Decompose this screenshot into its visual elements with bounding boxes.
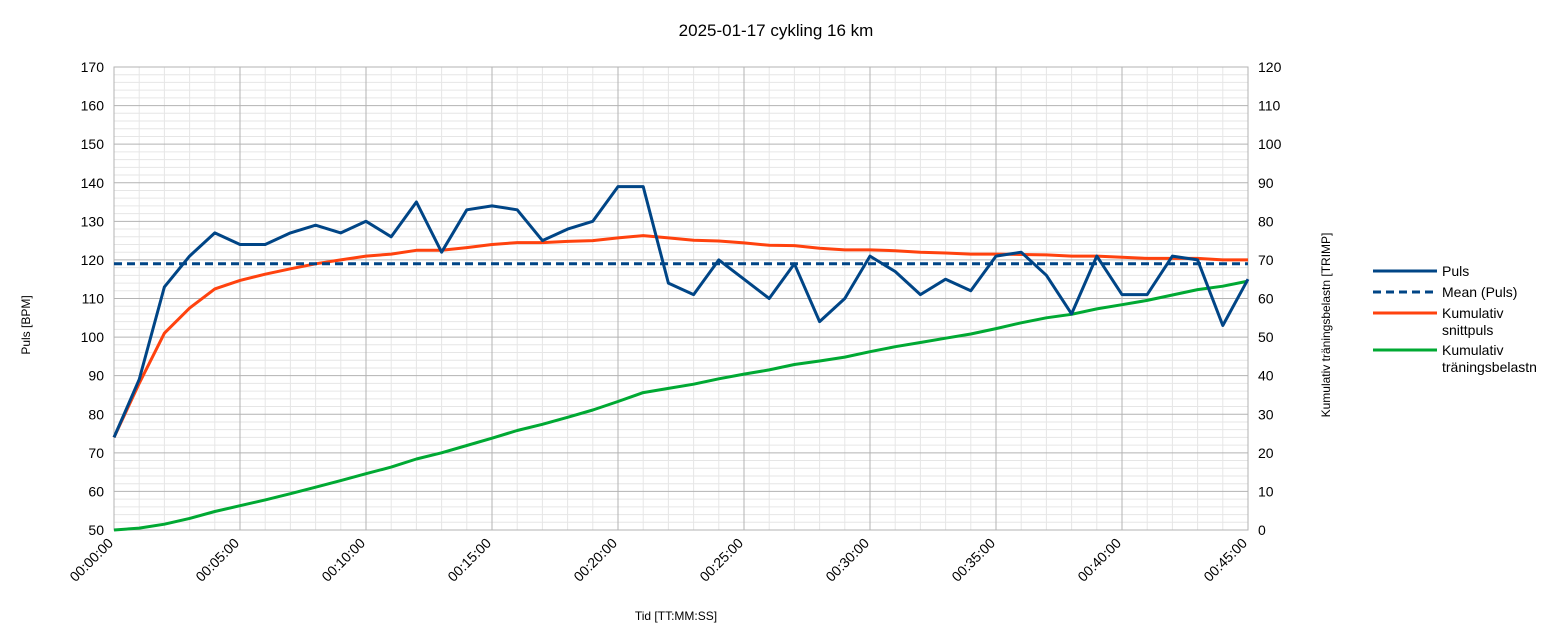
y2-tick-label: 60	[1258, 291, 1274, 307]
y-tick-label: 60	[88, 483, 104, 499]
y-tick-label: 110	[82, 291, 105, 307]
legend-label-2: Kumulativ	[1442, 305, 1503, 321]
y2-tick-label: 30	[1258, 406, 1274, 422]
y-axis-title: Puls [BPM]	[19, 295, 33, 354]
x-tick-label: 00:05:00	[192, 535, 242, 585]
y2-tick-label: 110	[1258, 98, 1281, 114]
y2-tick-label: 0	[1258, 522, 1266, 538]
series-line-3	[113, 279, 1249, 532]
y-tick-label: 90	[88, 368, 104, 384]
y-tick-label: 150	[81, 136, 105, 152]
x-axis-title: Tid [TT:MM:SS]	[635, 609, 717, 623]
series-layer	[112, 185, 1250, 532]
y-tick-label: 80	[88, 406, 104, 422]
series-line-0	[112, 185, 1250, 438]
legend-label-3: träningsbelastn	[1442, 359, 1537, 375]
y2-tick-label: 90	[1258, 175, 1274, 191]
y2-tick-label: 70	[1258, 252, 1274, 268]
y2-tick-label: 100	[1258, 136, 1282, 152]
x-tick-label: 00:35:00	[948, 535, 998, 585]
y-tick-label: 140	[81, 175, 105, 191]
series-line-2	[112, 234, 1248, 439]
x-tick-label: 00:20:00	[570, 535, 620, 585]
plot-area	[113, 66, 1249, 531]
y2-tick-label: 120	[1258, 59, 1282, 75]
legend-label-0: Puls	[1442, 263, 1469, 279]
y-tick-label: 100	[81, 329, 105, 345]
y-axis-right: 0 10 20 30 40 50 60 70 80 90 100 110 120	[1258, 59, 1282, 538]
y2-tick-label: 40	[1258, 368, 1274, 384]
y2-tick-label: 50	[1258, 329, 1274, 345]
x-tick-label: 00:15:00	[444, 535, 494, 585]
y2-tick-label: 10	[1258, 483, 1274, 499]
legend-label-3: Kumulativ	[1442, 342, 1503, 358]
x-tick-label: 00:45:00	[1200, 535, 1250, 585]
y-tick-label: 170	[81, 59, 105, 75]
legend-label-1: Mean (Puls)	[1442, 284, 1517, 300]
chart-title: 2025-01-17 cykling 16 km	[679, 21, 874, 40]
x-axis: 00:00:00 00:05:00 00:10:00 00:15:00 00:20:00…	[66, 535, 1250, 585]
legend-label-2: snittpuls	[1442, 322, 1493, 338]
y2-axis-title: Kumulativ träningsbelastn [TRIMP]	[1319, 233, 1333, 418]
x-tick-label: 00:40:00	[1074, 535, 1124, 585]
x-tick-label: 00:10:00	[318, 535, 368, 585]
y-tick-label: 50	[88, 522, 104, 538]
x-tick-label: 00:25:00	[696, 535, 746, 585]
y-tick-label: 130	[81, 213, 105, 229]
y-tick-label: 70	[88, 445, 104, 461]
y2-tick-label: 80	[1258, 213, 1274, 229]
y-tick-label: 120	[81, 252, 105, 268]
x-tick-label: 00:00:00	[66, 535, 116, 585]
y-tick-label: 160	[81, 98, 105, 114]
y-axis-left: 50 60 70 80 90 100 110 120 130 140 150 160 170	[81, 59, 105, 538]
y2-tick-label: 20	[1258, 445, 1274, 461]
x-tick-label: 00:30:00	[822, 535, 872, 585]
